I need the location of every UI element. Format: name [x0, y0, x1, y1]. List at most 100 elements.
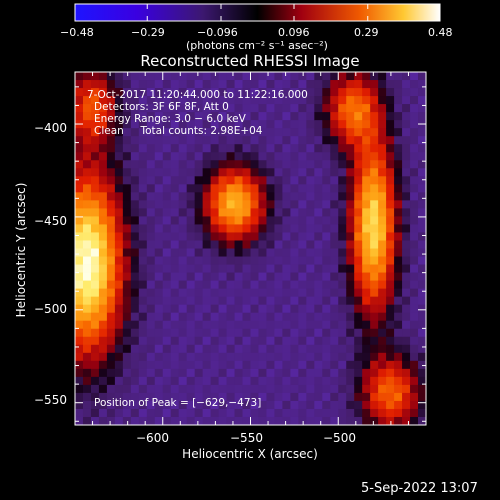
- heatmap-cell: [346, 352, 355, 362]
- heatmap-cell: [170, 80, 180, 89]
- heatmap-cell: [82, 160, 92, 169]
- heatmap-cell: [114, 392, 124, 402]
- heatmap-cell: [202, 88, 212, 97]
- heatmap-cell: [354, 352, 363, 362]
- heatmap-cell: [218, 224, 227, 233]
- heatmap-cell: [386, 176, 395, 185]
- heatmap-cell: [210, 72, 219, 81]
- heatmap-cell: [75, 336, 84, 346]
- heatmap-cell: [186, 176, 196, 185]
- heatmap-cell: [330, 248, 339, 257]
- heatmap-cell: [338, 312, 347, 322]
- heatmap-cell: [258, 352, 267, 362]
- heatmap-cell: [258, 248, 267, 257]
- heatmap-cell: [194, 320, 204, 330]
- heatmap-cell: [354, 392, 363, 402]
- heatmap-cell: [298, 352, 307, 362]
- heatmap-cell: [362, 232, 371, 241]
- heatmap-cell: [290, 376, 299, 386]
- heatmap-cell: [394, 408, 403, 418]
- heatmap-cell: [218, 392, 227, 402]
- heatmap-cell: [322, 208, 331, 217]
- heatmap-cell: [90, 360, 100, 370]
- heatmap-cell: [418, 80, 427, 89]
- heatmap-cell: [98, 200, 108, 209]
- heatmap-cell: [250, 240, 259, 249]
- heatmap-cell: [82, 192, 92, 201]
- heatmap-cell: [378, 360, 387, 370]
- heatmap-cell: [306, 264, 315, 273]
- heatmap-cell: [250, 296, 259, 306]
- heatmap-cell: [298, 152, 307, 161]
- heatmap-cell: [306, 248, 315, 257]
- heatmap-cell: [258, 176, 267, 185]
- heatmap-cell: [178, 296, 188, 306]
- heatmap-cell: [130, 368, 140, 378]
- heatmap-cell: [386, 184, 395, 193]
- heatmap-cell: [394, 264, 403, 273]
- heatmap-cell: [98, 328, 108, 338]
- heatmap-cell: [75, 272, 84, 281]
- heatmap-cell: [370, 184, 379, 193]
- heatmap-cell: [394, 312, 403, 322]
- heatmap-cell: [298, 320, 307, 330]
- heatmap-cell: [154, 176, 164, 185]
- heatmap-cell: [218, 328, 227, 338]
- heatmap-cell: [258, 184, 267, 193]
- heatmap-cell: [234, 112, 243, 121]
- heatmap-cell: [90, 384, 100, 394]
- heatmap-cell: [178, 280, 188, 290]
- heatmap-cell: [218, 384, 227, 394]
- heatmap-cell: [162, 360, 172, 370]
- heatmap-cell: [218, 408, 227, 418]
- heatmap-cell: [354, 104, 363, 113]
- heatmap-cell: [410, 304, 419, 314]
- heatmap-cell: [362, 400, 371, 410]
- heatmap-cell: [386, 288, 395, 298]
- heatmap-cell: [306, 176, 315, 185]
- heatmap-cell: [178, 248, 188, 257]
- heatmap-cell: [378, 208, 387, 217]
- heatmap-cell: [234, 280, 243, 290]
- heatmap-cell: [186, 128, 196, 137]
- heatmap-cell: [75, 296, 84, 306]
- heatmap-cell: [266, 288, 275, 298]
- heatmap-cell: [162, 264, 172, 273]
- heatmap-cell: [146, 128, 156, 137]
- heatmap-cell: [234, 320, 243, 330]
- heatmap-cell: [114, 368, 124, 378]
- heatmap-cell: [250, 312, 259, 322]
- heatmap-cell: [210, 104, 219, 113]
- heatmap-cell: [266, 216, 275, 225]
- heatmap-cell: [122, 80, 132, 89]
- heatmap-cell: [114, 120, 124, 129]
- heatmap-cell: [130, 240, 140, 249]
- heatmap-cell: [402, 216, 411, 225]
- heatmap-cell: [82, 224, 92, 233]
- heatmap-cell: [298, 216, 307, 225]
- heatmap-cell: [106, 264, 116, 273]
- heatmap-cell: [178, 96, 188, 105]
- heatmap-cell: [122, 304, 132, 314]
- heatmap-cell: [122, 352, 132, 362]
- heatmap-cell: [362, 336, 371, 346]
- heatmap-cell: [242, 400, 251, 410]
- heatmap-cell: [194, 168, 204, 177]
- heatmap-cell: [338, 304, 347, 314]
- heatmap-cell: [298, 184, 307, 193]
- heatmap-cell: [82, 248, 92, 257]
- heatmap-cell: [258, 256, 267, 265]
- heatmap-cell: [386, 344, 395, 354]
- heatmap-cell: [290, 224, 299, 233]
- heatmap-cell: [378, 152, 387, 161]
- heatmap-cell: [250, 352, 259, 362]
- heatmap-cell: [130, 336, 140, 346]
- heatmap-cell: [418, 224, 427, 233]
- heatmap-cell: [146, 304, 156, 314]
- heatmap-cell: [338, 112, 347, 121]
- heatmap-cell: [258, 104, 267, 113]
- heatmap-cell: [258, 384, 267, 394]
- heatmap-cell: [402, 416, 411, 426]
- heatmap-cell: [75, 256, 84, 265]
- heatmap-cell: [298, 288, 307, 298]
